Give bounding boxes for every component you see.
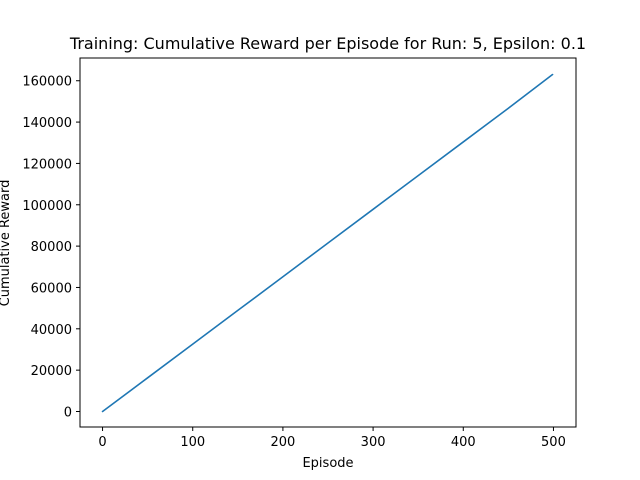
- y-tick-label: 20000: [31, 364, 72, 379]
- x-tick-label: 400: [451, 435, 476, 450]
- x-axis: 0 100 200 300 400 500: [98, 427, 566, 450]
- y-tick-label: 140000: [22, 116, 72, 131]
- y-tick-label: 40000: [31, 323, 72, 338]
- y-tick-label: 160000: [22, 75, 72, 90]
- y-axis-label: Cumulative Reward: [0, 180, 13, 307]
- series-line: [101, 73, 554, 413]
- x-tick-label: 300: [361, 435, 386, 450]
- y-tick-label: 120000: [22, 157, 72, 172]
- plot-frame: [79, 57, 577, 428]
- x-tick-label: 200: [270, 435, 295, 450]
- y-tick-label: 60000: [31, 281, 72, 296]
- x-axis-label: Episode: [302, 456, 353, 471]
- plot-area: [101, 73, 554, 413]
- y-tick-label: 100000: [22, 199, 72, 214]
- y-tick-label: 0: [64, 405, 72, 420]
- x-tick-label: 500: [541, 435, 566, 450]
- y-tick-label: 80000: [31, 240, 72, 255]
- x-tick-label: 100: [180, 435, 205, 450]
- chart-title: Training: Cumulative Reward per Episode …: [69, 34, 586, 53]
- x-tick-label: 0: [98, 435, 106, 450]
- y-axis: 0 20000 40000 60000 80000 100000 120000 140000 1…: [22, 75, 80, 420]
